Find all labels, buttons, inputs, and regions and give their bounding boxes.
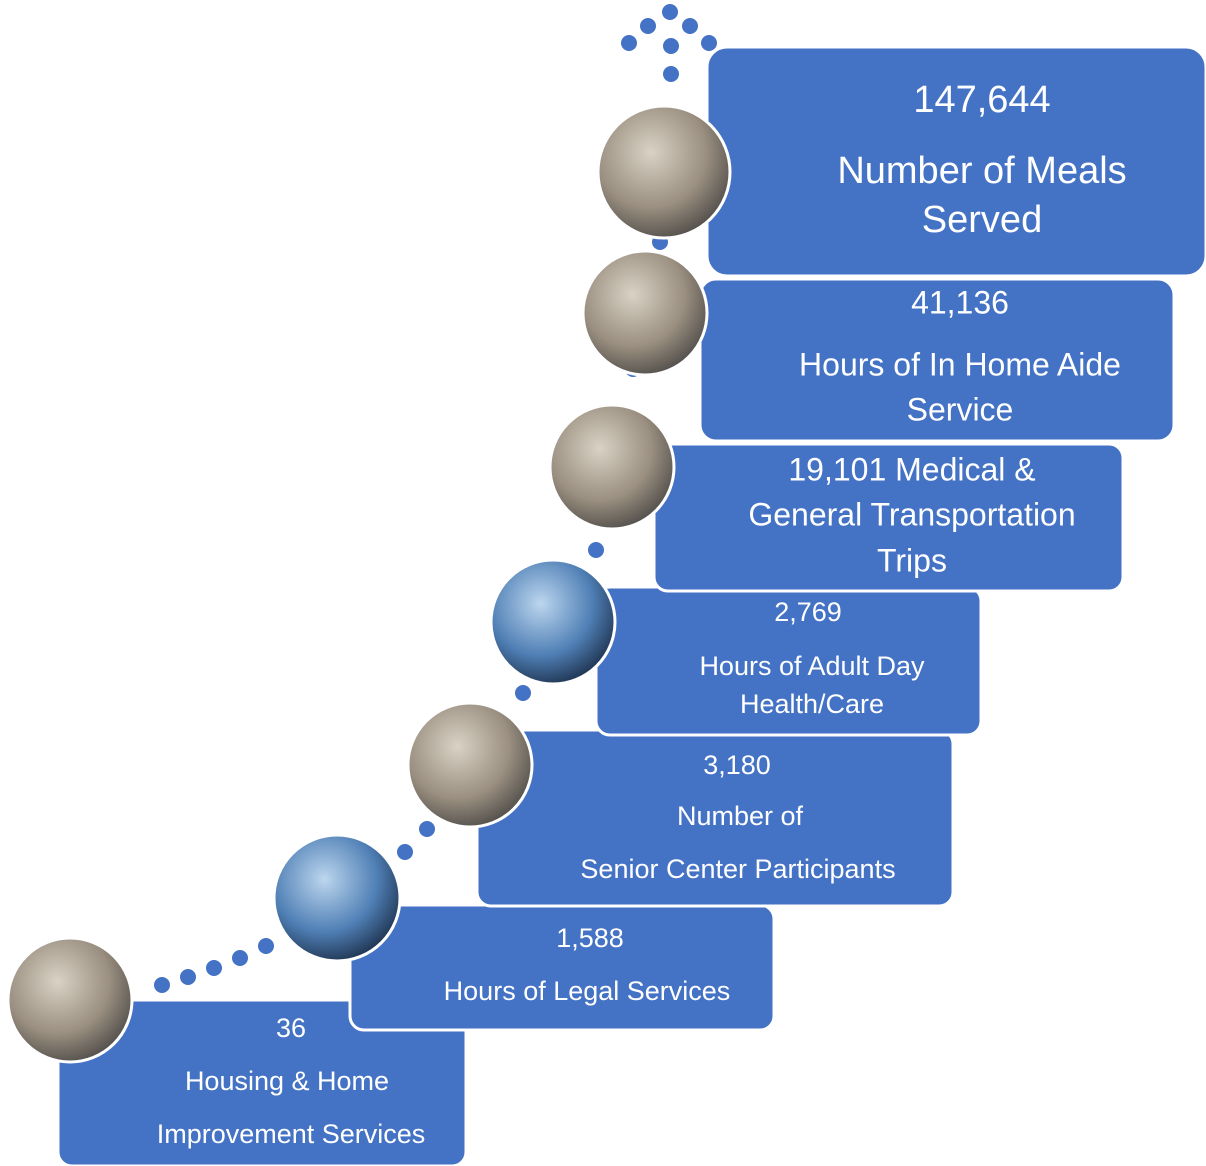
dot (640, 18, 656, 34)
photo (550, 405, 674, 529)
photo (408, 703, 532, 827)
step-label: Housing & Home (185, 1066, 389, 1096)
step-label: Trips (877, 542, 947, 578)
step-label: Improvement Services (157, 1119, 426, 1149)
dot (663, 66, 679, 82)
step-label: Served (922, 199, 1042, 241)
dot (232, 950, 248, 966)
dot (662, 4, 678, 20)
step-label: Number of (677, 801, 804, 831)
step-value: 3,180 (703, 750, 771, 780)
step-label: Hours of Adult Day (699, 651, 925, 681)
photo (598, 106, 730, 238)
dot (701, 35, 717, 51)
dot (419, 821, 435, 837)
staircase-infographic: 36 Housing & Home Improvement Services 1… (0, 0, 1206, 1166)
dot (258, 938, 274, 954)
dot (682, 18, 698, 34)
step-label: Senior Center Participants (580, 854, 895, 884)
step-label: Hours of Legal Services (444, 976, 731, 1006)
dot (515, 685, 531, 701)
step-value: 2,769 (774, 597, 842, 627)
photo (583, 251, 707, 375)
dot (206, 960, 222, 976)
step-value: 19,101 Medical & (788, 451, 1035, 487)
step-label: General Transportation (748, 496, 1075, 532)
photo (8, 938, 132, 1062)
step-value: 1,588 (556, 923, 624, 953)
step-label: Service (907, 391, 1014, 427)
dot (180, 969, 196, 985)
step-value: 36 (276, 1013, 306, 1043)
step-value: 147,644 (913, 79, 1050, 121)
photo (491, 560, 615, 684)
step-label: Number of Meals (837, 150, 1126, 192)
dot (154, 977, 170, 993)
dot (588, 542, 604, 558)
dot (663, 38, 679, 54)
step-value: 41,136 (911, 284, 1009, 320)
dot (621, 35, 637, 51)
dot (397, 844, 413, 860)
step-label: Health/Care (740, 689, 884, 719)
step-label: Hours of In Home Aide (799, 346, 1121, 382)
photo (274, 835, 400, 961)
